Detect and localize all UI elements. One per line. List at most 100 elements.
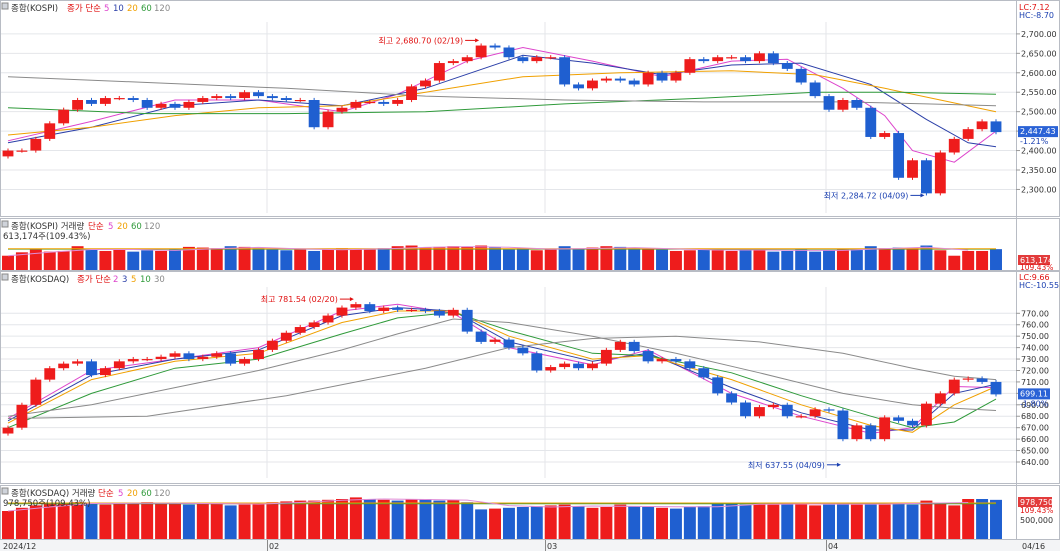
panel-toggle-icon[interactable]: [1, 220, 9, 228]
kosdaq-volume-bar: [475, 509, 488, 539]
kosdaq-volume-bar: [2, 511, 14, 539]
kospi-volume-bar: [934, 250, 947, 270]
kosdaq-volume-bar: [155, 503, 168, 539]
kosdaq-candle: [600, 349, 612, 364]
kosdaq-candle: [294, 327, 306, 333]
kosdaq-volume-bar: [335, 499, 348, 539]
kospi-volume-bar: [725, 250, 738, 270]
kospi-volume-bar: [600, 246, 613, 270]
kosdaq-volume-bar: [43, 503, 56, 539]
kospi-candle: [962, 129, 974, 139]
kosdaq-candle: [893, 417, 905, 421]
kosdaq-ma-label: 5: [131, 275, 136, 285]
kosdaq-volume-bar: [878, 504, 891, 539]
kospi-volume-bar: [669, 250, 682, 270]
panel-toggle-icon[interactable]: [1, 2, 9, 10]
kosdaq-candle: [740, 402, 751, 417]
kospi-price-panel: [0, 0, 1060, 217]
kospi-candle: [280, 98, 292, 100]
kospi-candle: [475, 45, 487, 58]
kospi-candle: [350, 101, 362, 108]
kospi-volume-bar: [85, 248, 98, 270]
kosdaq-volume-bar: [419, 499, 432, 539]
kosdaq-volume-bar: [823, 504, 835, 539]
kosdaq-candle: [322, 315, 334, 323]
kospi-candle: [907, 160, 918, 178]
kospi-high-annotation: 최고 2,680.70 (02/19): [378, 35, 463, 45]
kospi-volume-bar: [823, 250, 835, 270]
kosdaq-candle: [364, 304, 376, 312]
kosdaq-volume-ma-label: 5: [118, 489, 123, 499]
kosdaq-volume-value: 978,750주(109.43%): [3, 499, 90, 509]
kospi-candle: [183, 101, 195, 108]
kospi-candle: [642, 72, 654, 85]
kosdaq-candle: [795, 416, 807, 418]
panel-toggle-icon[interactable]: [1, 487, 9, 495]
kospi-volume-bar: [781, 250, 794, 270]
kospi-candle: [392, 100, 404, 104]
kosdaq-volume-bar: [405, 499, 418, 539]
kospi-volume-bar: [294, 249, 307, 270]
kosdaq-volume-badge-pct: 109.43%: [1020, 506, 1053, 515]
kosdaq-candle: [948, 379, 960, 394]
kospi-ma-label: 120: [154, 4, 170, 14]
kospi-volume-ma-label: 5: [108, 222, 113, 232]
kospi-candle: [225, 96, 237, 99]
x-axis-bar: [0, 540, 1060, 551]
kospi-candle: [420, 80, 431, 87]
kospi-volume-bar: [2, 255, 14, 270]
kosdaq-low-arrow-head: [836, 462, 841, 467]
kosdaq-ma-e-line: [7, 318, 997, 417]
kospi-candle: [2, 150, 14, 157]
kospi-candle: [503, 47, 515, 58]
kospi-candle: [16, 150, 28, 152]
kosdaq-volume-bar: [725, 503, 738, 539]
kosdaq-volume-bar: [739, 504, 752, 539]
kospi-ma-d-line: [7, 91, 997, 115]
kosdaq-ma-f-line: [7, 335, 997, 419]
kospi-candle: [169, 103, 181, 108]
y-tick-label: 650.00: [1021, 447, 1049, 456]
kosdaq-candle: [72, 361, 84, 364]
kospi-volume-bar: [238, 246, 251, 270]
kosdaq-volume-ma-label: 120: [154, 489, 170, 499]
kospi-candle: [754, 53, 765, 62]
kosdaq-volume-bar: [669, 508, 682, 539]
kosdaq-candle: [823, 409, 835, 411]
kospi-volume-bar: [141, 250, 154, 270]
kosdaq-candle: [642, 351, 654, 362]
y-tick-label: 710.00: [1021, 378, 1049, 387]
kospi-candle: [809, 82, 821, 97]
kosdaq-candle: [475, 331, 487, 342]
kospi-volume-bar: [920, 245, 933, 270]
kospi-lc-text: LC:7.12: [1019, 3, 1050, 12]
kosdaq-candle: [378, 307, 390, 312]
kosdaq-candle: [420, 309, 431, 312]
kosdaq-ma-d-line: [7, 311, 997, 429]
kospi-hc-text: HC:-8.70: [1019, 11, 1054, 20]
kosdaq-volume-bar: [433, 500, 446, 539]
kosdaq-high-arrow-head: [349, 297, 354, 302]
kospi-volume-ma5-line: [7, 246, 969, 257]
kosdaq-volume-bar: [252, 503, 265, 539]
kospi-volume-bar: [113, 249, 126, 270]
kosdaq-title: 종합(KOSDAQ): [11, 275, 69, 285]
kospi-candle: [920, 160, 932, 194]
kosdaq-candle: [127, 359, 139, 362]
kosdaq-volume-bar: [127, 503, 140, 539]
kosdaq-volume-bar: [266, 502, 279, 539]
kosdaq-volume-bar: [781, 503, 794, 539]
kospi-volume-bar: [976, 250, 989, 270]
y-tick-label: 2,550.00: [1021, 88, 1057, 97]
kosdaq-volume-bar: [141, 502, 154, 539]
kosdaq-volume-bar: [182, 504, 195, 539]
kosdaq-candle: [44, 368, 56, 380]
panel-toggle-icon[interactable]: [1, 273, 9, 281]
kospi-low-annotation: 최저 2,284.72 (04/09): [824, 190, 909, 200]
kosdaq-volume-bar: [516, 507, 529, 539]
kospi-volume-bar: [739, 249, 752, 270]
kospi-volume-bar: [544, 249, 557, 270]
kospi-volume-bar: [71, 246, 84, 270]
